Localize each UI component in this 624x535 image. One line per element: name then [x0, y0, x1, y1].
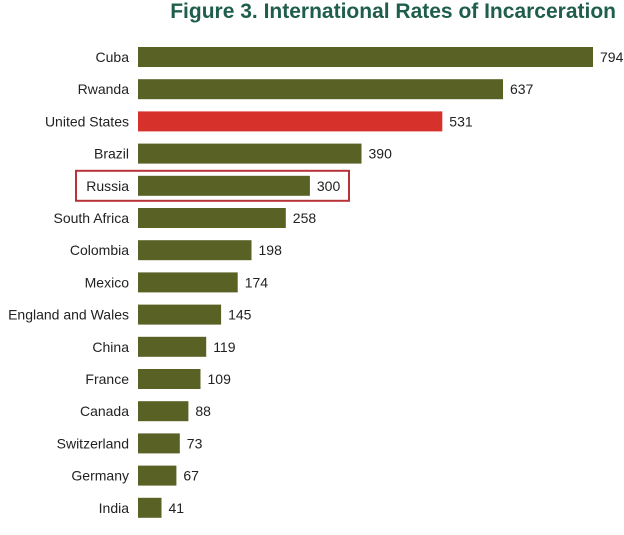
- highlight-box-russia: [75, 169, 350, 202]
- value-label-united-states: 531: [449, 113, 473, 129]
- bar-cuba: [138, 47, 593, 67]
- value-label-cuba: 794: [600, 49, 624, 65]
- category-label-russia: Russia: [86, 178, 129, 194]
- category-label-rwanda: Rwanda: [78, 81, 130, 97]
- value-label-china: 119: [213, 339, 236, 355]
- bar-united-states: [138, 111, 443, 132]
- bar-china: [138, 336, 207, 357]
- value-label-germany: 67: [183, 468, 199, 484]
- value-label-colombia: 198: [259, 242, 283, 258]
- value-label-england-and-wales: 145: [228, 307, 252, 323]
- value-label-switzerland: 73: [187, 435, 203, 451]
- bar-india: [138, 497, 162, 518]
- value-label-brazil: 390: [369, 146, 393, 162]
- bar-canada: [138, 401, 189, 422]
- category-label-mexico: Mexico: [85, 274, 130, 290]
- category-label-united-states: United States: [45, 113, 129, 129]
- value-label-france: 109: [208, 371, 232, 387]
- bar-germany: [138, 465, 177, 486]
- bar-colombia: [138, 240, 252, 261]
- category-label-germany: Germany: [71, 468, 129, 484]
- bar-rwanda: [138, 79, 503, 100]
- category-label-india: India: [99, 500, 130, 516]
- bar-south-africa: [138, 208, 286, 228]
- category-label-canada: Canada: [80, 403, 129, 419]
- value-label-rwanda: 637: [510, 81, 534, 97]
- category-label-colombia: Colombia: [70, 242, 129, 258]
- bar-france: [138, 369, 201, 389]
- bar-switzerland: [138, 433, 180, 454]
- category-label-china: China: [92, 339, 129, 355]
- value-label-canada: 88: [195, 403, 211, 419]
- bar-brazil: [138, 143, 362, 164]
- bar-mexico: [138, 272, 238, 293]
- category-label-brazil: Brazil: [94, 146, 129, 162]
- bar-russia: [138, 175, 310, 196]
- value-label-india: 41: [169, 500, 185, 516]
- value-label-south-africa: 258: [293, 210, 317, 226]
- category-label-switzerland: Switzerland: [57, 435, 129, 451]
- bar-england-and-wales: [138, 304, 222, 325]
- category-label-france: France: [85, 371, 129, 387]
- chart-title: Figure 3. International Rates of Incarce…: [170, 0, 616, 23]
- category-label-england-and-wales: England and Wales: [8, 307, 129, 323]
- value-label-mexico: 174: [245, 274, 269, 290]
- value-label-russia: 300: [317, 178, 341, 194]
- category-label-cuba: Cuba: [96, 49, 130, 65]
- category-label-south-africa: South Africa: [54, 210, 130, 226]
